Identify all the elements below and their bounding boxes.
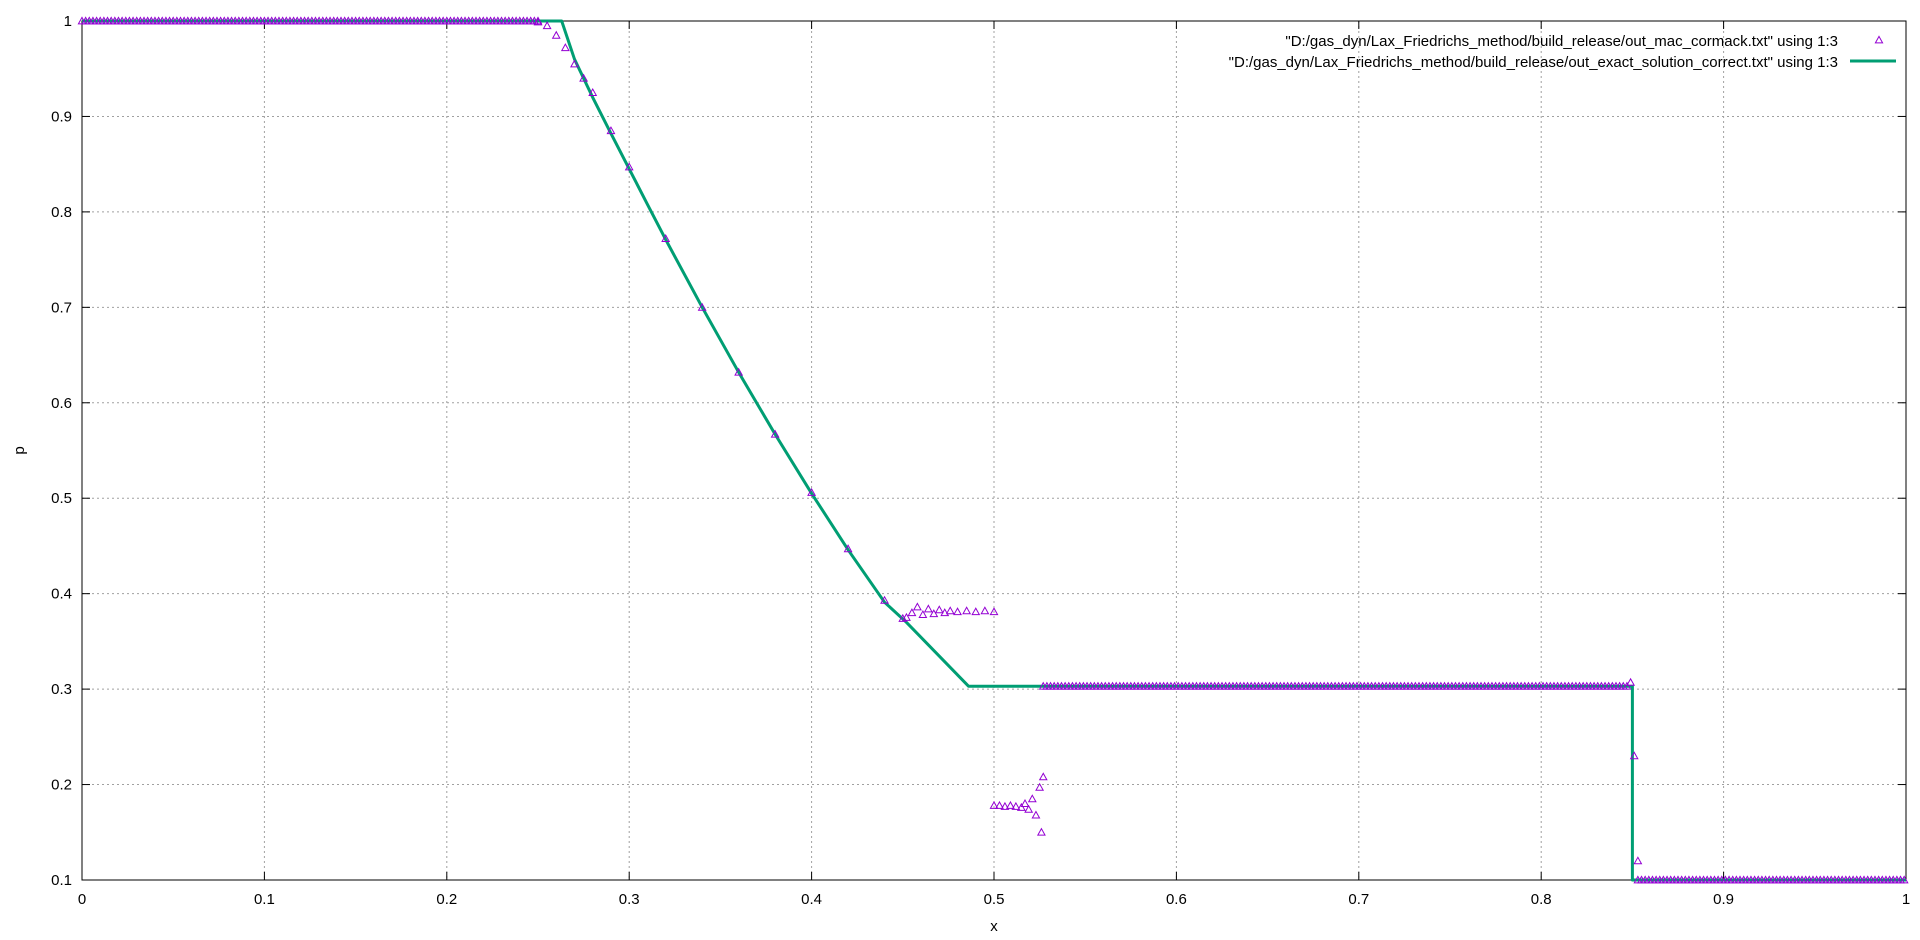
y-tick-label: 0.2 [51, 777, 72, 794]
x-tick-label: 0.5 [984, 891, 1005, 908]
legend: "D:/gas_dyn/Lax_Friedrichs_method/build_… [1229, 33, 1896, 71]
x-tick-label: 0.7 [1348, 891, 1369, 908]
x-tick-labels: 0 0.1 0.2 0.3 0.4 0.5 0.6 0.7 0.8 0.9 1 [78, 891, 1910, 908]
y-tick-label: 0.5 [51, 490, 72, 507]
y-tick-label: 1 [64, 13, 72, 30]
data-point [533, 17, 543, 26]
data-point [570, 59, 579, 68]
x-tick-label: 0.8 [1531, 891, 1552, 908]
data-point [1899, 875, 1909, 884]
data-point [995, 800, 1004, 809]
data-point [1633, 856, 1643, 865]
data-point [1016, 802, 1026, 811]
data-point [807, 487, 817, 496]
data-point [551, 30, 561, 39]
data-point [843, 544, 853, 553]
series-exact-solution [82, 19, 1906, 882]
data-point [770, 429, 780, 438]
x-tick-label: 0.4 [801, 891, 822, 908]
legend-label-exact-solution: "D:/gas_dyn/Lax_Friedrichs_method/build_… [1229, 54, 1838, 71]
data-point [989, 800, 999, 809]
x-tick-label: 0.6 [1166, 891, 1187, 908]
y-tick-label: 0.1 [51, 872, 72, 889]
data-point [1005, 800, 1015, 809]
data-point [606, 126, 616, 135]
x-tick-label: 0 [78, 891, 86, 908]
y-tick-label: 0.3 [51, 681, 72, 698]
y-tick-labels: 0.1 0.2 0.3 0.4 0.5 0.6 0.7 0.8 0.9 1 [51, 13, 72, 889]
data-point [1024, 804, 1034, 813]
data-point [1035, 782, 1045, 791]
data-point [1020, 799, 1030, 808]
exact-solution-line [82, 19, 1906, 882]
data-point [934, 605, 944, 614]
legend-symbol-triangle [1874, 35, 1884, 44]
data-point [918, 610, 928, 619]
data-point [940, 608, 950, 617]
data-point [929, 609, 939, 618]
data-point [901, 612, 911, 621]
data-point [1622, 681, 1632, 690]
data-point [1626, 677, 1636, 686]
x-tick-label: 1 [1902, 891, 1910, 908]
data-point [923, 604, 933, 613]
data-point [1036, 827, 1046, 836]
data-point [953, 607, 962, 616]
data-point [1027, 794, 1037, 803]
data-point [880, 595, 890, 604]
data-point [1038, 772, 1048, 781]
data-point [962, 606, 972, 615]
data-point [945, 606, 955, 615]
data-point [907, 608, 917, 617]
data-point [1629, 751, 1639, 760]
data-point [661, 233, 671, 242]
data-point [734, 367, 744, 376]
series-mac-cormack [77, 16, 1909, 884]
data-point [697, 302, 707, 311]
data-point [989, 607, 999, 616]
x-tick-label: 0.1 [254, 891, 275, 908]
data-point [1000, 801, 1010, 810]
x-axis-label: x [990, 918, 998, 935]
y-axis-label: p [11, 446, 28, 454]
data-point [980, 606, 990, 615]
data-point [912, 602, 922, 611]
y-tick-label: 0.8 [51, 204, 72, 221]
data-point [1031, 810, 1041, 819]
data-point [971, 607, 981, 616]
data-point [588, 87, 598, 96]
legend-label-mac-cormack: "D:/gas_dyn/Lax_Friedrichs_method/build_… [1285, 33, 1838, 50]
x-tick-label: 0.3 [619, 891, 640, 908]
x-tick-label: 0.9 [1713, 891, 1734, 908]
data-point [624, 162, 634, 171]
data-point [1011, 801, 1021, 810]
y-tick-label: 0.4 [51, 586, 72, 603]
data-point [579, 73, 589, 82]
x-tick-label: 0.2 [436, 891, 457, 908]
data-point [560, 43, 570, 52]
legend-triangle-marker [1874, 35, 1884, 44]
y-tick-label: 0.9 [51, 108, 72, 125]
y-tick-label: 0.7 [51, 299, 72, 316]
y-tick-label: 0.6 [51, 395, 72, 412]
data-point [542, 21, 552, 30]
